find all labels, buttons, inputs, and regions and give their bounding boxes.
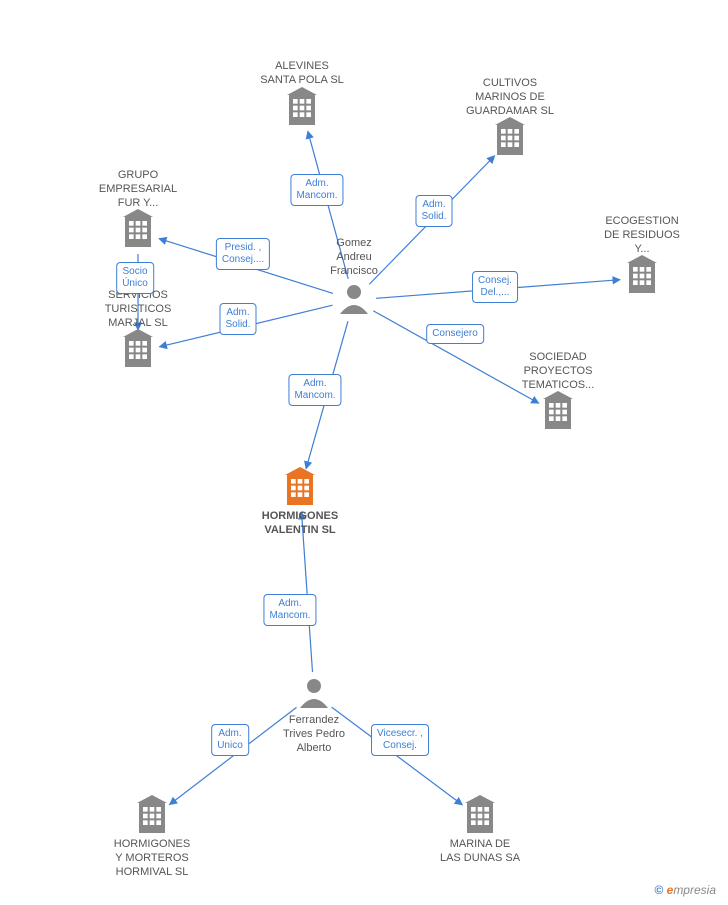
edge-label: Adm. Solid.: [415, 195, 452, 227]
node-label: MARINA DE LAS DUNAS SA: [440, 838, 520, 866]
edge-label: Adm. Mancom.: [290, 174, 343, 206]
building-icon: [123, 209, 153, 247]
building-icon: [137, 795, 167, 833]
diagram-canvas: [0, 0, 728, 905]
node-label: HORMIGONES VALENTIN SL: [262, 510, 338, 538]
node-label: CULTIVOS MARINOS DE GUARDAMAR SL: [466, 77, 554, 118]
edge-label: Adm. Solid.: [219, 303, 256, 335]
edge-label: Adm. Unico: [211, 724, 249, 756]
copyright: © empresia: [654, 883, 716, 897]
node-label: HORMIGONES Y MORTEROS HORMIVAL SL: [114, 838, 190, 879]
edge-label: Presid. , Consej....: [216, 238, 270, 270]
edge: [169, 707, 296, 804]
node-label: ECOGESTION DE RESIDUOS Y...: [604, 215, 680, 256]
node-label: GRUPO EMPRESARIAL FUR Y...: [99, 169, 177, 210]
edge-label: Consejero: [426, 324, 484, 344]
edge-label: Consej. Del.,...: [472, 271, 518, 303]
building-icon: [285, 467, 315, 505]
edge-label: Vicesecr. , Consej.: [371, 724, 429, 756]
person-icon: [300, 679, 328, 708]
edge-label: Adm. Mancom.: [288, 374, 341, 406]
building-icon: [543, 391, 573, 429]
node-label: ALEVINES SANTA POLA SL: [260, 60, 344, 88]
person-icon: [340, 285, 368, 314]
building-icon: [495, 117, 525, 155]
building-icon: [123, 329, 153, 367]
copyright-symbol: ©: [654, 883, 663, 897]
edge-label: Socio Único: [116, 262, 154, 294]
edge-label: Adm. Mancom.: [263, 594, 316, 626]
node-label: Gomez Andreu Francisco: [330, 237, 378, 278]
node-label: SOCIEDAD PROYECTOS TEMATICOS...: [522, 351, 595, 392]
node-label: SERVICIOS TURISTICOS MARJAL SL: [105, 289, 172, 330]
building-icon: [465, 795, 495, 833]
building-icon: [287, 87, 317, 125]
node-label: Ferrandez Trives Pedro Alberto: [283, 714, 345, 755]
brand-rest: mpresia: [673, 883, 716, 897]
edge: [332, 707, 463, 805]
building-icon: [627, 255, 657, 293]
